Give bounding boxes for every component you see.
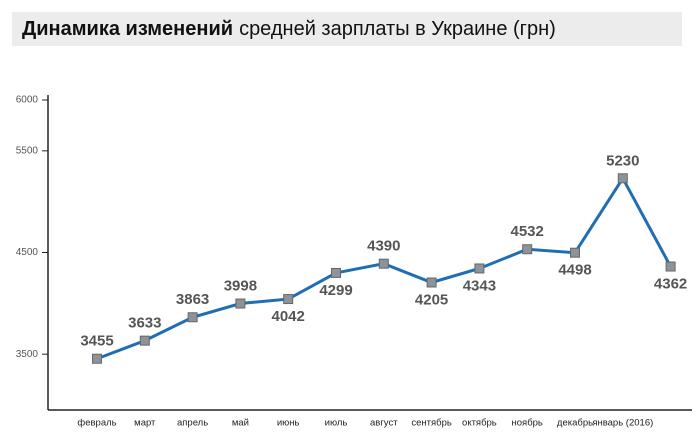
- chart-title: Динамика изменений средней зарплаты в Укр…: [22, 18, 556, 40]
- x-tick-label: апрель: [177, 418, 208, 429]
- data-label: 3633: [128, 315, 161, 332]
- data-label: 5230: [606, 152, 639, 169]
- data-point: [426, 277, 437, 288]
- title-background: [12, 12, 682, 46]
- x-tick-label: март: [134, 418, 156, 429]
- data-point: [139, 335, 150, 346]
- data-point: [187, 312, 198, 323]
- title-bold: Динамика изменений: [22, 18, 233, 40]
- data-point: [474, 263, 485, 274]
- x-tick-label: май: [232, 418, 249, 429]
- x-tick-label: январь (2016): [592, 418, 653, 429]
- data-label: 3998: [224, 278, 257, 295]
- x-tick-label: сентябрь: [411, 418, 451, 429]
- data-label: 4390: [367, 238, 400, 255]
- x-tick-label: ноябрь: [512, 418, 543, 429]
- data-point: [331, 267, 341, 278]
- data-point: [92, 353, 102, 364]
- data-label: 4299: [319, 282, 352, 299]
- title-rest: средней зарплаты в Украине (грн): [239, 18, 556, 40]
- data-point: [283, 294, 294, 305]
- data-point: [665, 261, 676, 272]
- data-label: 3455: [80, 333, 113, 350]
- data-point: [378, 258, 389, 269]
- data-label: 4532: [511, 223, 544, 240]
- x-tick-label: октябрь: [462, 418, 497, 429]
- x-tick-label: август: [370, 418, 398, 429]
- x-tick-label: июнь: [277, 418, 300, 429]
- data-label: 4362: [654, 275, 687, 292]
- y-tick-label: 6000: [16, 95, 39, 106]
- x-tick-label: июль: [325, 418, 348, 429]
- data-point: [570, 247, 580, 258]
- data-label: 4205: [415, 291, 448, 308]
- data-point: [617, 173, 628, 184]
- y-tick-label: 5500: [16, 145, 39, 156]
- y-tick-label: 4500: [16, 247, 39, 258]
- data-label: 4343: [463, 277, 496, 294]
- y-tick-label: 3500: [16, 349, 39, 360]
- data-point: [235, 298, 246, 309]
- x-tick-label: февраль: [77, 418, 116, 429]
- data-point: [522, 244, 533, 255]
- x-tick-label: декабрь: [557, 418, 593, 429]
- data-label: 3863: [176, 291, 209, 308]
- data-label: 4498: [558, 262, 591, 279]
- data-label: 4042: [272, 308, 305, 325]
